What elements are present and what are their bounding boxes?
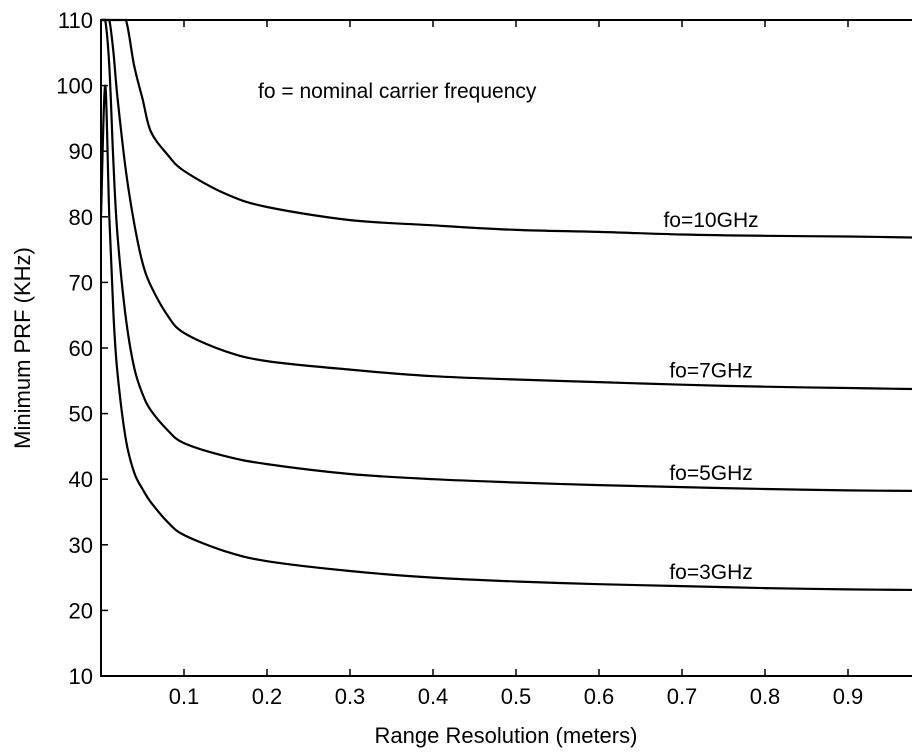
- y-tick-label: 40: [69, 467, 93, 492]
- x-tick-label: 0.6: [584, 684, 615, 709]
- series-line-1: [100, 18, 912, 239]
- series-line-3: [100, 18, 912, 492]
- y-tick-label: 30: [69, 533, 93, 558]
- series-line-4: [99, 84, 912, 592]
- x-tick-label: 0.7: [667, 684, 698, 709]
- y-tick-label: 80: [69, 205, 93, 230]
- y-tick-label: 50: [69, 402, 93, 427]
- x-tick-label: 0.5: [501, 684, 532, 709]
- series-label-1: fo=10GHz: [663, 209, 758, 232]
- series-line-2: [100, 18, 912, 391]
- plot-frame: [100, 19, 912, 677]
- y-tick-label: 100: [56, 74, 93, 99]
- axis-ticks: [101, 19, 849, 677]
- annotation-text: fo = nominal carrier frequency: [258, 80, 537, 103]
- x-axis-title: Range Resolution (meters): [375, 723, 638, 748]
- x-tick-label: 0.8: [750, 684, 781, 709]
- x-tick-label: 0.1: [169, 684, 200, 709]
- axis-tick-labels: 0.1 0.2 0.3 0.4 0.5 0.6 0.7 0.8 0.9 110 20 30 40 50 60…: [56, 8, 864, 709]
- series-labels: fo=10GHz fo=7GHz fo=5GHz fo=3GHz: [663, 209, 758, 584]
- y-tick-label: 110: [58, 8, 93, 33]
- y-tick-label: 10: [69, 664, 93, 689]
- x-tick-label: 0.4: [418, 684, 449, 709]
- series-label-2: fo=7GHz: [669, 359, 752, 382]
- y-tick-label: 20: [69, 598, 93, 623]
- x-tick-label: 0.3: [335, 684, 366, 709]
- series-label-4: fo=3GHz: [669, 561, 752, 584]
- x-tick-label: 0.2: [252, 684, 283, 709]
- series-curves: [99, 18, 912, 592]
- x-tick-label: 0.9: [833, 684, 864, 709]
- y-tick-label: 90: [69, 139, 93, 164]
- series-label-3: fo=5GHz: [669, 462, 752, 485]
- y-tick-label: 70: [69, 270, 93, 295]
- y-tick-label: 60: [69, 336, 93, 361]
- y-axis-title: Minimum PRF (KHz): [10, 247, 35, 449]
